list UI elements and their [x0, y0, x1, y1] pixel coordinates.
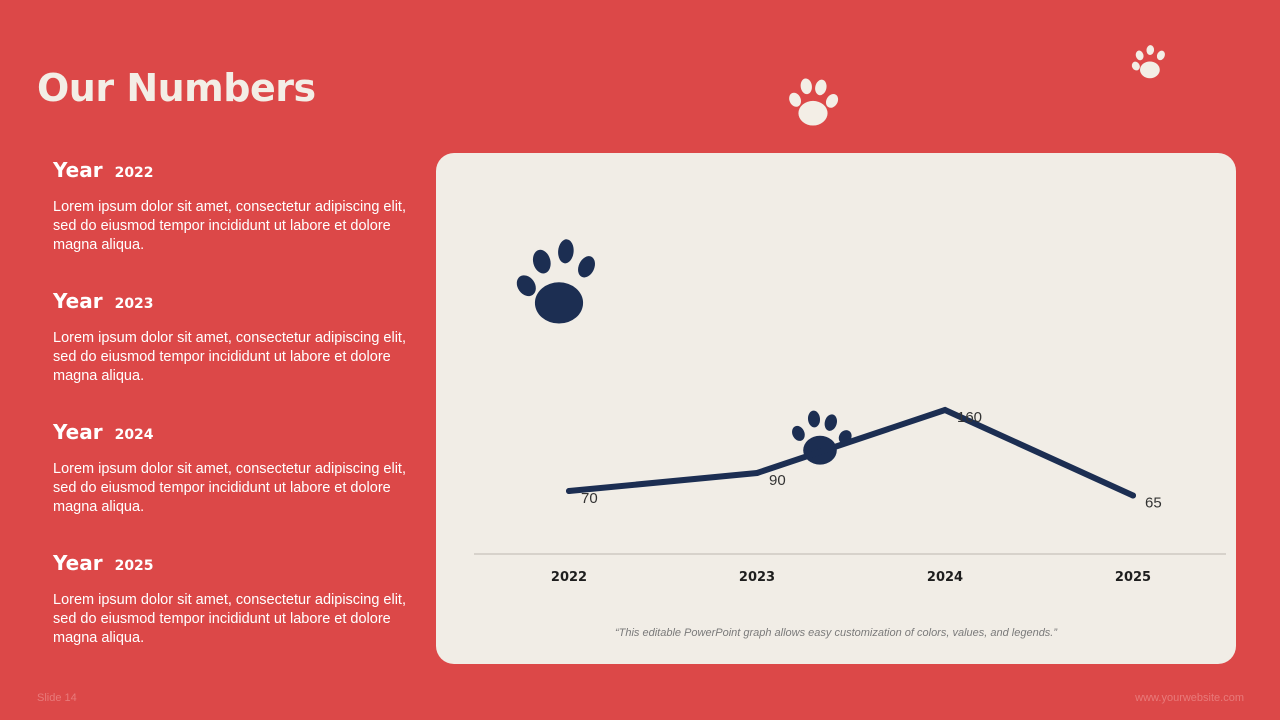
year-description: Lorem ipsum dolor sit amet, consectetur … — [53, 461, 406, 515]
data-point — [942, 407, 948, 413]
year-description: Lorem ipsum dolor sit amet, consectetur … — [53, 592, 406, 646]
slide-title: Our Numbers — [37, 66, 316, 110]
data-label: 65 — [1145, 495, 1162, 512]
year-block-2023: Year 2023 Lorem ipsum dolor sit amet, co… — [53, 289, 413, 386]
x-tick-label: 2025 — [1115, 570, 1151, 585]
website-link[interactable]: www.yourwebsite.com — [1135, 692, 1244, 704]
year-block-2024: Year 2024 Lorem ipsum dolor sit amet, co… — [53, 420, 413, 517]
chart-caption: “This editable PowerPoint graph allows e… — [614, 627, 1058, 639]
data-point — [1130, 492, 1136, 499]
paw-icon — [516, 239, 595, 324]
year-block-2022: Year 2022 Lorem ipsum dolor sit amet, co… — [53, 158, 413, 255]
slide-number: Slide 14 — [37, 692, 77, 704]
year-number: 2023 — [114, 296, 154, 312]
year-label: Year — [53, 289, 103, 313]
year-label: Year — [53, 158, 103, 182]
year-description: Lorem ipsum dolor sit amet, consectetur … — [53, 199, 406, 253]
series-line — [566, 406, 1136, 499]
data-label: 160 — [957, 409, 982, 426]
x-tick-label: 2023 — [739, 570, 775, 585]
paw-icon — [1131, 45, 1165, 79]
year-number: 2025 — [114, 558, 154, 574]
chart-panel: 70 2022 90 2023 160 2024 65 2025 “This editable… — [436, 153, 1236, 664]
line-chart: 70 2022 90 2023 160 2024 65 2025 — [474, 239, 1226, 585]
year-block-2025: Year 2025 Lorem ipsum dolor sit amet, co… — [53, 551, 413, 648]
year-description: Lorem ipsum dolor sit amet, consectetur … — [53, 330, 406, 384]
year-number: 2024 — [114, 427, 154, 443]
year-label: Year — [53, 551, 103, 575]
year-number: 2022 — [114, 165, 154, 181]
data-label: 90 — [769, 472, 786, 489]
data-point — [566, 488, 572, 494]
x-tick-label: 2022 — [551, 570, 587, 585]
year-label: Year — [53, 420, 103, 444]
data-point — [754, 470, 760, 476]
data-label: 70 — [581, 490, 598, 507]
x-tick-label: 2024 — [927, 570, 963, 585]
paw-icon — [789, 78, 839, 126]
